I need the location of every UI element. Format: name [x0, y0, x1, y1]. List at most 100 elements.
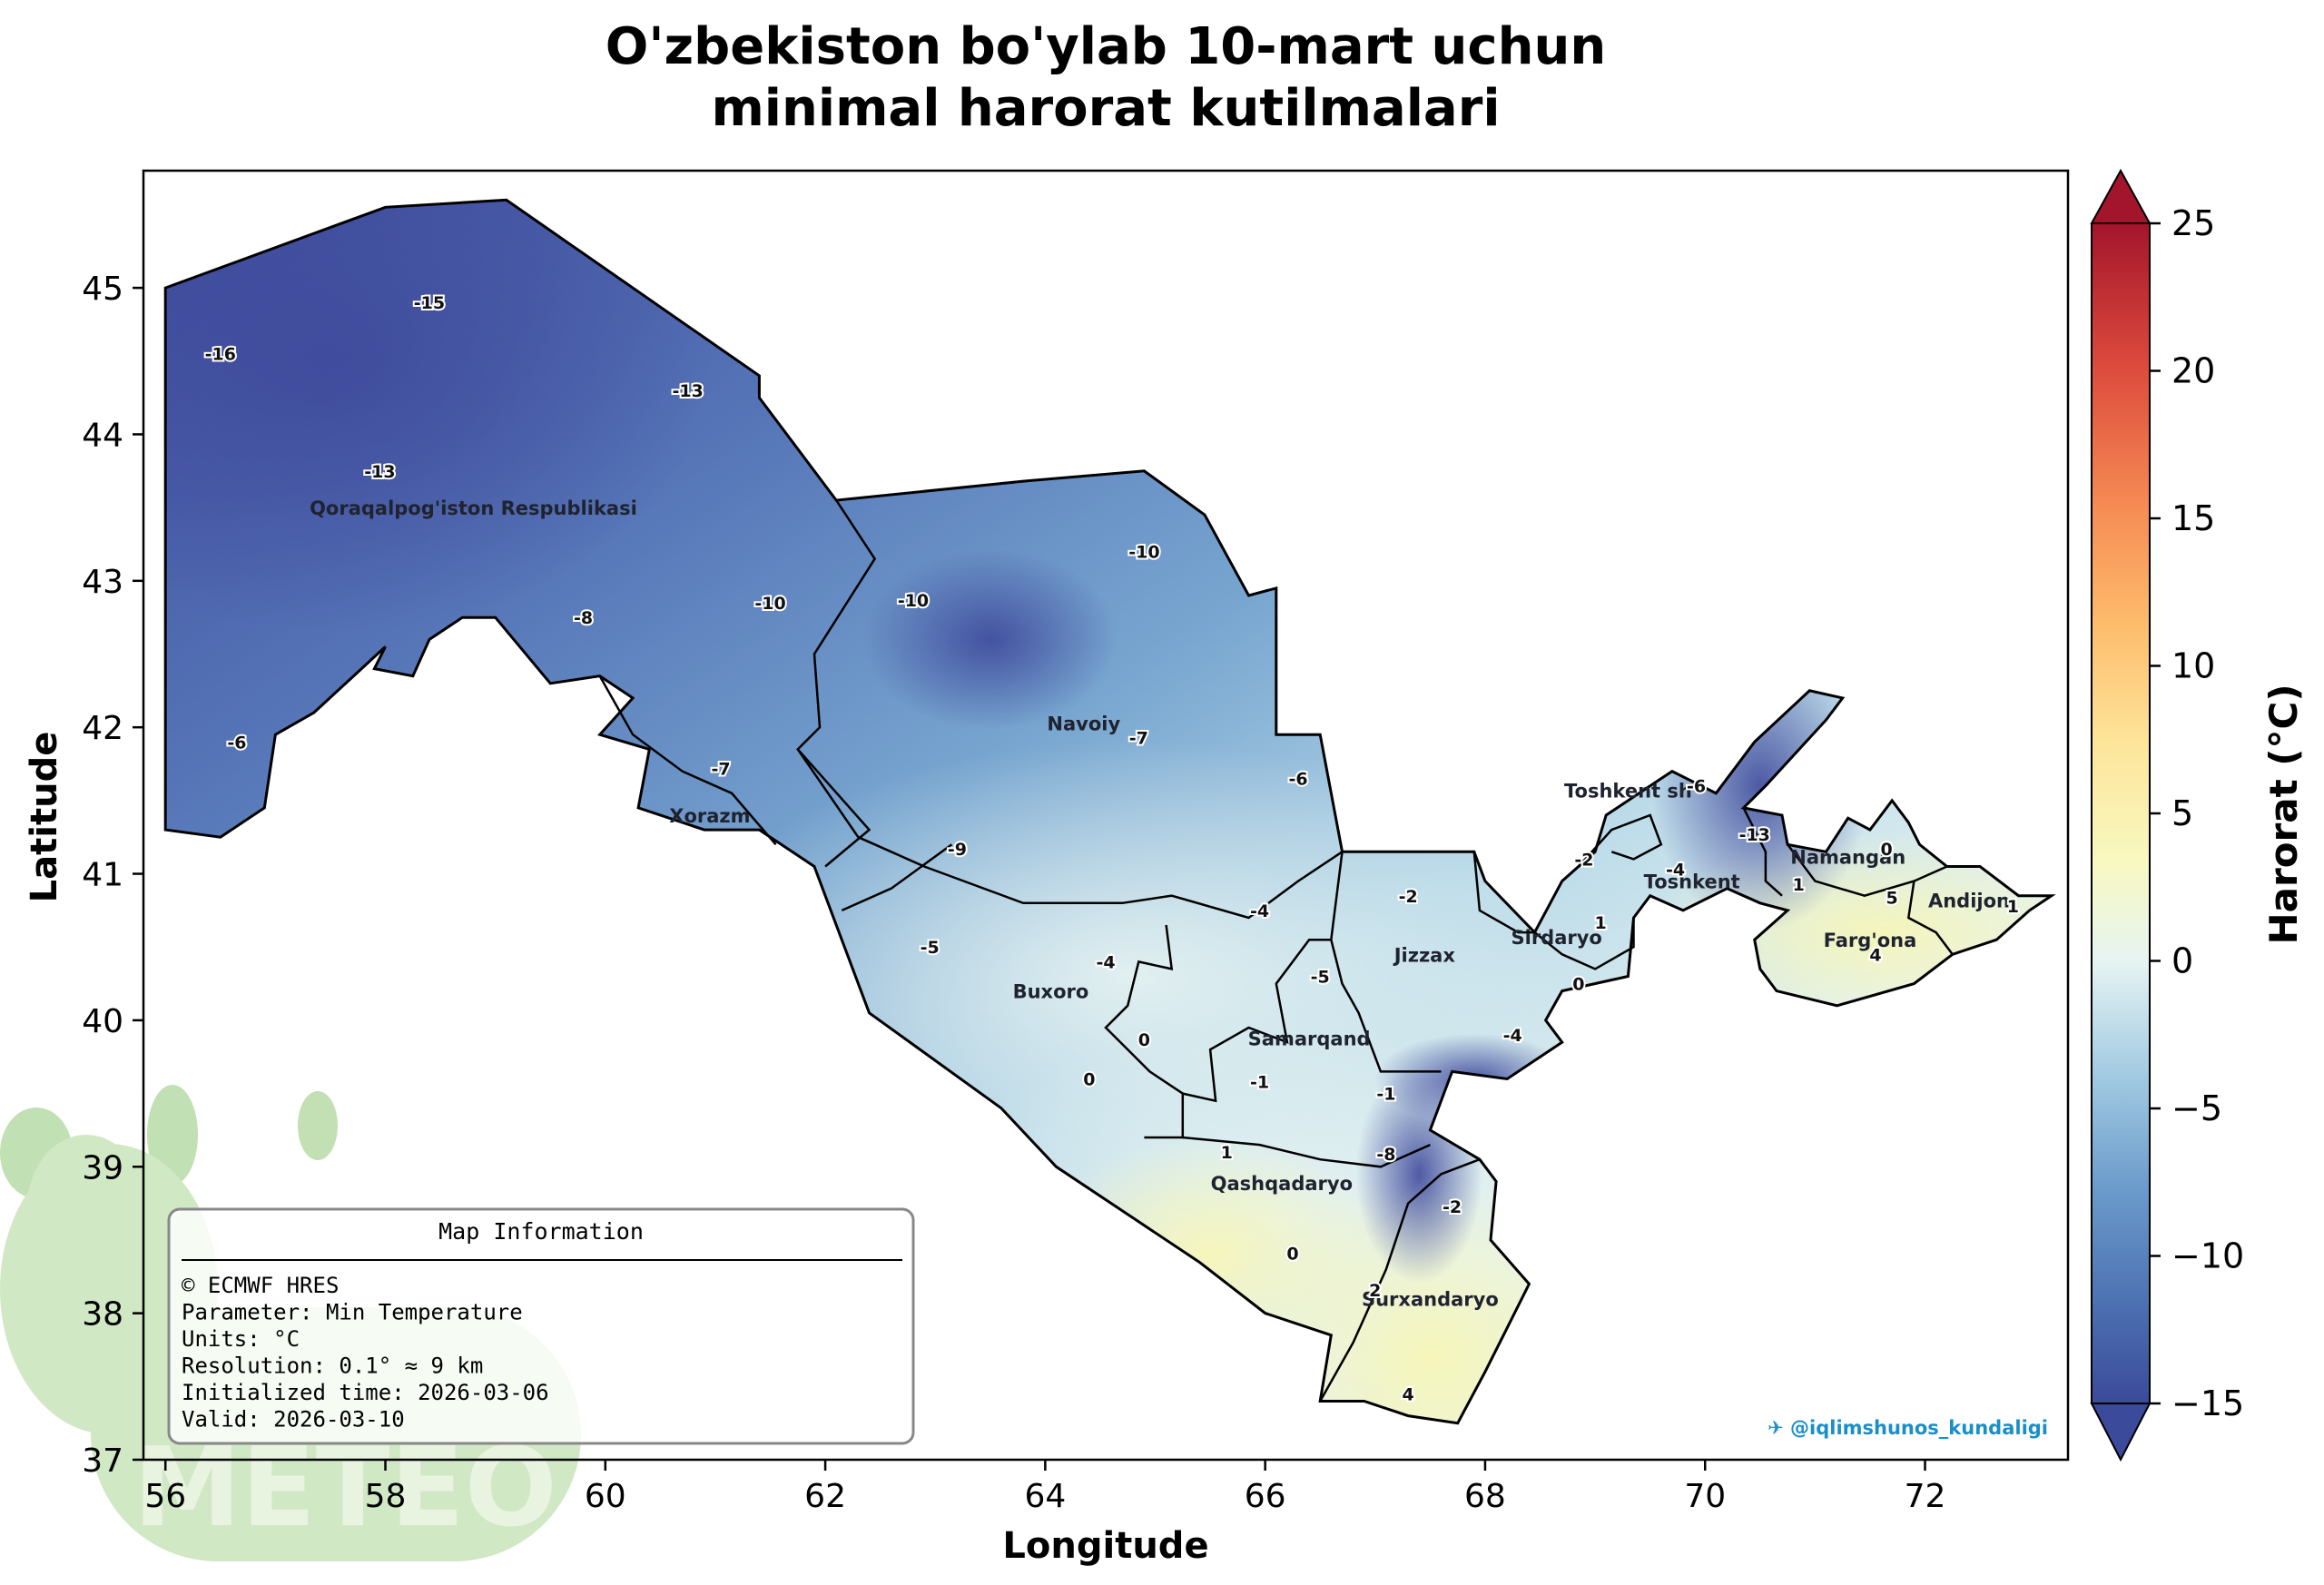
- y-tick-label: 40: [82, 1003, 123, 1040]
- temperature-value: 1: [1595, 913, 1607, 933]
- colorbar-body: [2091, 222, 2151, 1404]
- info-box-line: Units: °C: [182, 1326, 300, 1352]
- region-border-line: [1906, 881, 1954, 956]
- region-borders: [598, 499, 1954, 1403]
- temperature-value: -2: [1574, 850, 1593, 870]
- telegram-watermark: ✈ @iqlimshunos_kundaligi: [1768, 1417, 2048, 1439]
- region-border-line: [1104, 924, 1185, 1139]
- y-tick-label: 37: [82, 1442, 123, 1480]
- region-border-line: [1330, 852, 1442, 1073]
- region-label: Buxoro: [1013, 981, 1089, 1003]
- temperature-value: -8: [1376, 1145, 1395, 1165]
- x-tick-label: 64: [1024, 1478, 1066, 1515]
- temperature-value: -4: [1250, 901, 1269, 921]
- map-title-line1: O'zbekiston bo'ylab 10-mart uchun: [606, 17, 1606, 76]
- temperature-value: -8: [574, 608, 593, 628]
- colorbar-tick-label: −10: [2171, 1236, 2244, 1276]
- info-box-line: Resolution: 0.1° ≈ 9 km: [182, 1354, 483, 1379]
- region-label: Surxandaryo: [1362, 1289, 1499, 1311]
- temperature-value: -10: [754, 594, 785, 614]
- region-label: Qoraqalpog'iston Respublikasi: [310, 497, 637, 519]
- y-tick-label: 39: [82, 1149, 123, 1186]
- temperature-value: -2: [1399, 887, 1418, 907]
- temperature-values: -16-15-13-13-10-10 -10-8-6-7-7-6-9-5-4-4-…: [203, 291, 2021, 1406]
- temperature-value: -6: [1687, 777, 1706, 797]
- x-tick-label: 56: [144, 1478, 186, 1515]
- temperature-value: -5: [1311, 968, 1330, 988]
- region-label: Toshkent sh: [1564, 781, 1692, 802]
- temperature-value: -1: [1250, 1073, 1269, 1093]
- colorbar: −15 −10 −5 0 5 10 15 20 25 Harorat (°C): [2090, 168, 2306, 1462]
- region-label: Namangan: [1790, 846, 1905, 868]
- temperature-value: -4: [1503, 1026, 1522, 1046]
- colorbar-label: Harorat (°C): [2261, 684, 2306, 944]
- temperature-value: -13: [672, 381, 703, 401]
- x-axis-label: Longitude: [1002, 1525, 1208, 1567]
- region-border-line: [841, 843, 953, 912]
- info-box-line: © ECMWF HRES: [182, 1273, 339, 1298]
- temperature-value: 1: [1793, 875, 1805, 895]
- region-border-line: [1742, 807, 1783, 897]
- temperature-value: -7: [711, 759, 730, 779]
- x-tick-label: 58: [365, 1478, 407, 1515]
- y-tick-label: 42: [82, 710, 123, 747]
- temperature-value: 4: [1869, 945, 1881, 965]
- y-axis-label: Latitude: [24, 732, 65, 903]
- map-title-line2: minimal harorat kutilmalari: [711, 79, 1500, 138]
- info-box-title: Map Information: [438, 1218, 644, 1245]
- colorbar-tick-label: 15: [2171, 498, 2215, 538]
- y-tick-label: 45: [82, 271, 123, 308]
- region-border-line: [1182, 938, 1332, 1103]
- x-tick-label: 62: [804, 1478, 846, 1515]
- y-tick-label: 38: [82, 1296, 123, 1334]
- colorbar-tick-label: −5: [2171, 1088, 2222, 1128]
- meteo-logo-text: METEO: [133, 1425, 556, 1551]
- temperature-value: 0: [1572, 975, 1584, 995]
- temperature-value: -7: [1129, 728, 1148, 748]
- temperature-value: 2: [1369, 1281, 1381, 1301]
- region-border-line: [1533, 918, 1635, 970]
- region-label: Qashqadaryo: [1211, 1173, 1353, 1195]
- temperature-value: 4: [1403, 1384, 1414, 1404]
- y-axis-ticks: 37 38 39 40 41 42 43 44 45: [82, 271, 143, 1480]
- colorbar-tick-label: 0: [2171, 941, 2193, 981]
- info-box-line: Initialized time: 2026-03-06: [182, 1380, 549, 1405]
- temperature-value: 0: [1138, 1030, 1150, 1050]
- temperature-value: -6: [227, 733, 246, 753]
- temperature-value: -9: [948, 840, 967, 860]
- region-label: Toshkent: [1644, 871, 1740, 893]
- info-box-line: Parameter: Min Temperature: [182, 1300, 523, 1325]
- map-axes-frame: [142, 169, 2070, 1462]
- y-tick-label: 44: [82, 417, 123, 454]
- temperature-value: 5: [1886, 888, 1898, 908]
- y-tick-label: 41: [82, 857, 123, 894]
- temperature-value: 0: [1083, 1069, 1095, 1089]
- colorbar-extend-top: [2090, 168, 2152, 224]
- x-tick-label: 70: [1684, 1478, 1726, 1515]
- temperature-value: -4: [1666, 861, 1685, 881]
- colorbar-tick-label: 10: [2171, 646, 2215, 686]
- temperature-value: -4: [1096, 952, 1115, 972]
- region-label: Xorazm: [669, 805, 750, 827]
- region-label: Samarqand: [1248, 1028, 1371, 1049]
- temperature-value: 0: [1880, 840, 1892, 860]
- temperature-value: 0: [1286, 1244, 1298, 1264]
- temperature-value: -5: [921, 938, 940, 958]
- temperature-value: -15: [414, 293, 445, 313]
- region-label: Navoiy: [1047, 713, 1120, 734]
- country-border: [163, 198, 2056, 1425]
- temperature-value: -10: [898, 591, 929, 611]
- x-tick-label: 60: [585, 1478, 626, 1515]
- x-tick-label: 68: [1464, 1478, 1506, 1515]
- colorbar-tick-label: 25: [2171, 203, 2215, 243]
- region-border-line: [796, 748, 1344, 920]
- temperature-value: -13: [364, 462, 395, 482]
- colorbar-tick-label: 5: [2171, 793, 2193, 833]
- region-border-line: [1182, 1136, 1431, 1168]
- x-axis-ticks: 56 58 60 62 64 66 68 70 72: [144, 1460, 1945, 1515]
- temperature-value: 1: [1221, 1143, 1233, 1163]
- temperature-value: -10: [1128, 543, 1159, 563]
- temperature-value: -1: [1376, 1085, 1395, 1105]
- region-border-line: [1577, 813, 1663, 868]
